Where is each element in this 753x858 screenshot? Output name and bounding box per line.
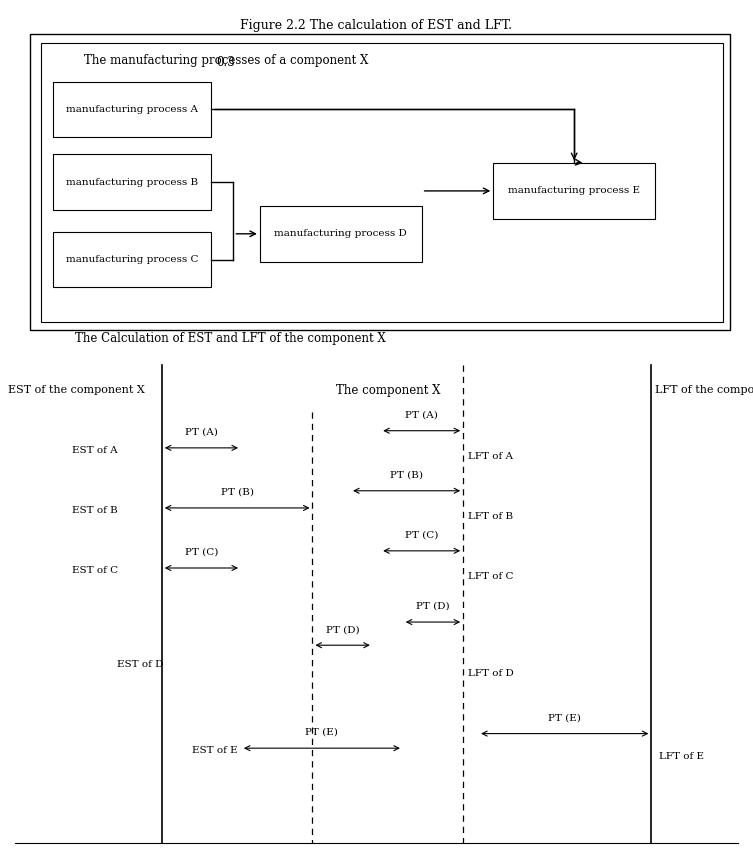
Text: LFT of A: LFT of A — [468, 452, 514, 461]
Bar — [30, 34, 730, 330]
Text: PT (A): PT (A) — [405, 411, 438, 420]
Text: PT (E): PT (E) — [548, 714, 581, 722]
Text: PT (B): PT (B) — [221, 488, 254, 497]
Text: EST of D: EST of D — [117, 661, 163, 669]
Text: EST of E: EST of E — [192, 746, 238, 755]
Text: LFT of the component X: LFT of the component X — [655, 385, 753, 396]
Text: Figure 2.2 The calculation of EST and LFT.: Figure 2.2 The calculation of EST and LF… — [240, 19, 513, 32]
Text: The Calculation of EST and LFT of the component X: The Calculation of EST and LFT of the co… — [75, 332, 386, 345]
Text: EST of the component X: EST of the component X — [8, 385, 145, 396]
Text: The manufacturing processes of a component X: The manufacturing processes of a compone… — [84, 54, 368, 67]
Text: EST of C: EST of C — [72, 566, 117, 575]
Text: PT (C): PT (C) — [184, 548, 218, 557]
Text: LFT of B: LFT of B — [468, 512, 514, 521]
Text: The component X: The component X — [336, 384, 440, 397]
Text: PT (B): PT (B) — [390, 471, 423, 480]
Text: PT (C): PT (C) — [405, 531, 438, 540]
Text: manufacturing process E: manufacturing process E — [508, 186, 640, 196]
Text: PT (D): PT (D) — [326, 625, 359, 634]
Bar — [53, 232, 211, 287]
Text: PT (A): PT (A) — [185, 428, 218, 437]
Text: manufacturing process B: manufacturing process B — [66, 178, 198, 187]
Bar — [53, 82, 211, 137]
Text: EST of B: EST of B — [72, 506, 117, 515]
Bar — [260, 206, 422, 262]
Text: manufacturing process A: manufacturing process A — [66, 105, 198, 114]
Bar — [41, 43, 723, 322]
Text: LFT of D: LFT of D — [468, 669, 514, 678]
Text: manufacturing process C: manufacturing process C — [66, 255, 198, 264]
Text: EST of A: EST of A — [72, 446, 117, 455]
Text: PT (D): PT (D) — [416, 602, 450, 611]
Text: PT (E): PT (E) — [306, 728, 338, 737]
Text: LFT of C: LFT of C — [468, 572, 514, 581]
Text: LFT of E: LFT of E — [659, 752, 704, 761]
Text: 0.3: 0.3 — [217, 56, 235, 69]
Bar — [53, 154, 211, 210]
Text: manufacturing process D: manufacturing process D — [274, 229, 407, 239]
Bar — [493, 163, 655, 219]
